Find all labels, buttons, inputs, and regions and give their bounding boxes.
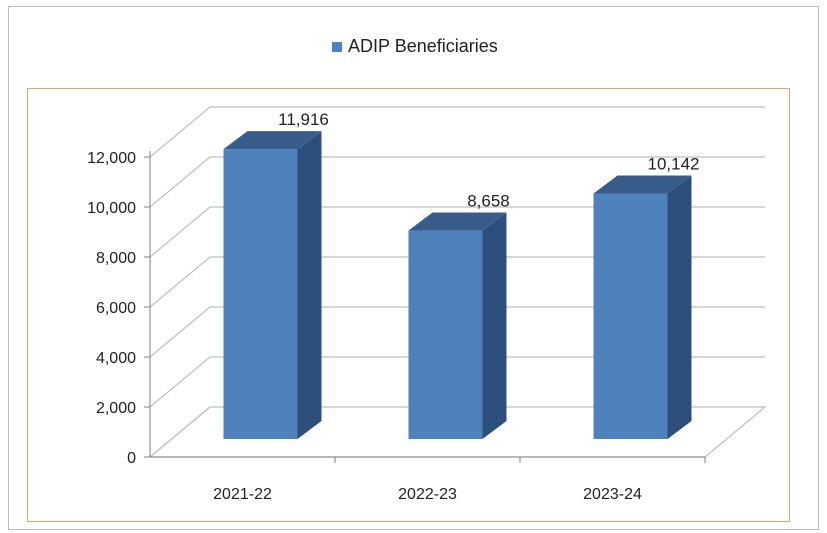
bar-side [297, 131, 322, 439]
y-tick-label: 0 [127, 450, 136, 467]
x-tick-label: 2021-22 [213, 486, 272, 503]
x-tick-label: 2022-23 [398, 486, 457, 503]
bar-top [593, 175, 692, 194]
y-tick-label: 12,000 [87, 150, 136, 167]
gridline-side [149, 156, 211, 208]
bar-side [482, 212, 507, 439]
gridline-side [149, 256, 211, 308]
plot-area-border [27, 88, 790, 522]
gridline-side [149, 206, 211, 258]
y-tick-label: 6,000 [96, 300, 136, 317]
gridline-side [149, 356, 211, 408]
y-tick-label: 4,000 [96, 350, 136, 367]
bar [408, 230, 483, 439]
y-tick-label: 8,000 [96, 250, 136, 267]
legend: ADIP Beneficiaries [332, 36, 498, 57]
y-tick-label: 10,000 [87, 200, 136, 217]
bar-top [408, 212, 507, 231]
legend-swatch [332, 41, 342, 52]
gridline-side [149, 306, 211, 358]
bar-top [223, 131, 322, 150]
gridline-side [149, 106, 211, 158]
bar-side [667, 175, 692, 439]
data-label: 11,916 [278, 110, 329, 129]
bar [223, 149, 298, 439]
y-tick-label: 2,000 [96, 400, 136, 417]
legend-label: ADIP Beneficiaries [348, 36, 498, 56]
data-label: 10,142 [648, 154, 700, 173]
x-tick-label: 2023-24 [583, 486, 642, 503]
data-label: 8,658 [467, 192, 510, 211]
bar [593, 193, 668, 439]
